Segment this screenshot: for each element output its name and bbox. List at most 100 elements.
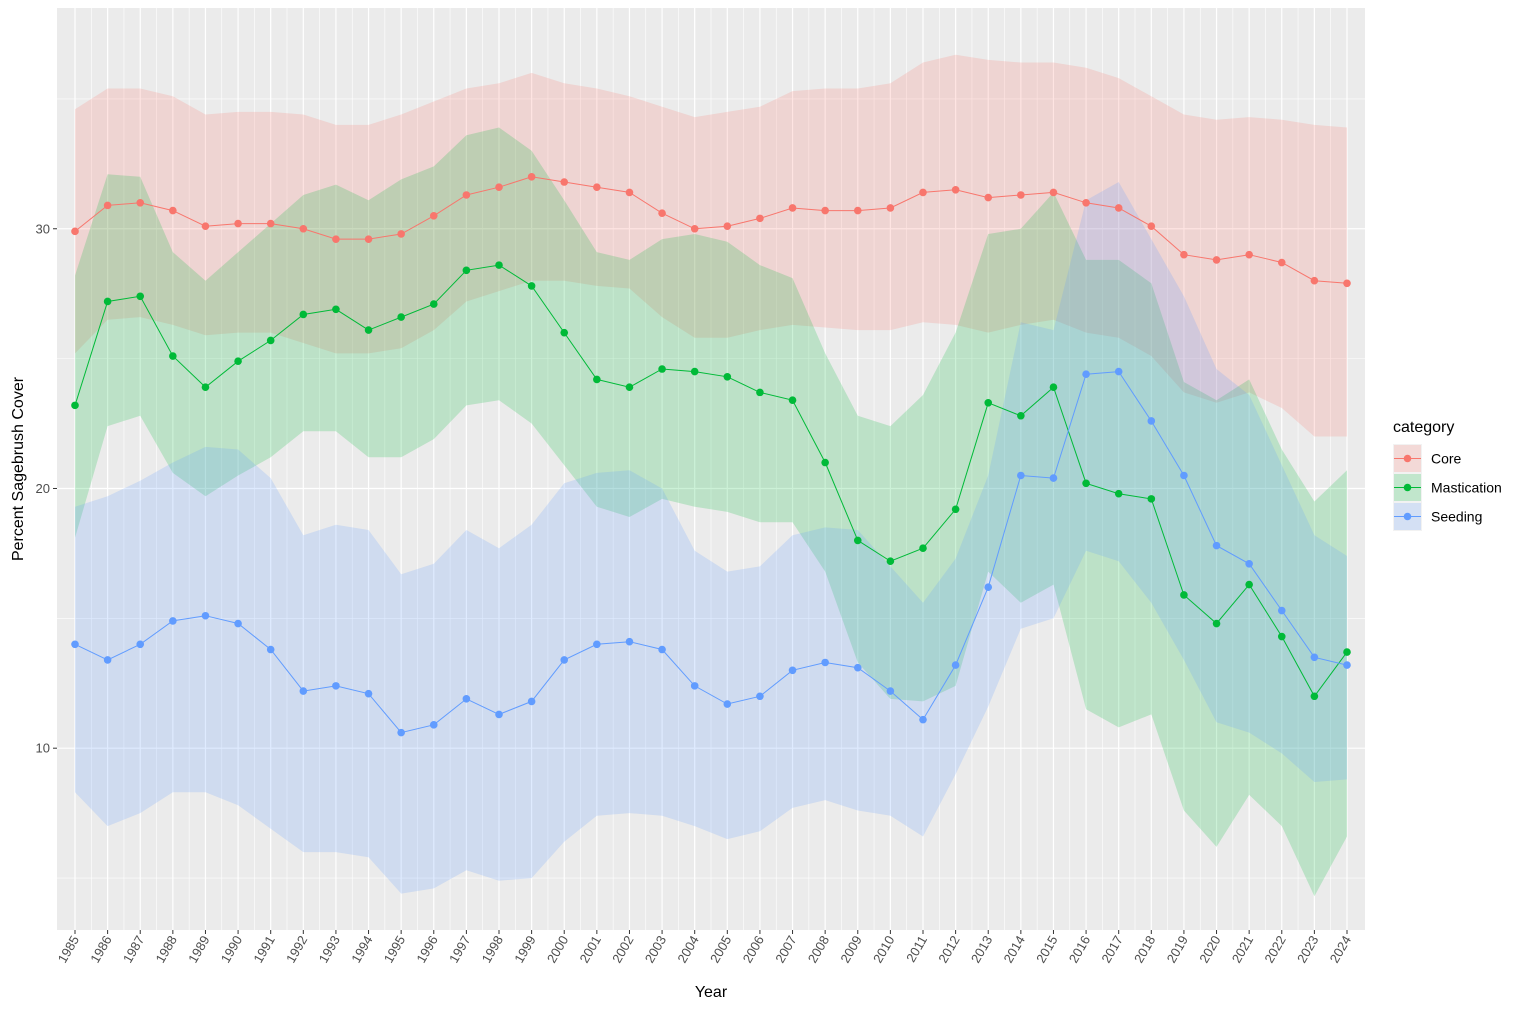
point-core	[1017, 191, 1025, 199]
point-mastication	[756, 388, 764, 397]
point-core	[495, 183, 503, 192]
point-core	[1343, 279, 1351, 288]
point-seeding	[625, 637, 634, 646]
point-seeding	[1180, 471, 1188, 480]
point-core	[951, 186, 960, 194]
point-seeding	[593, 640, 601, 649]
point-mastication	[332, 305, 340, 314]
point-core	[1310, 276, 1319, 285]
point-core	[1212, 256, 1221, 264]
legend-point-seeding	[1403, 512, 1412, 521]
point-core	[299, 224, 308, 233]
point-core	[169, 206, 177, 215]
point-core	[658, 209, 666, 217]
point-core	[919, 188, 927, 197]
point-seeding	[429, 721, 438, 729]
point-core	[266, 219, 275, 228]
point-mastication	[919, 544, 927, 553]
point-seeding	[756, 692, 764, 701]
point-core	[429, 211, 438, 220]
point-core	[397, 230, 405, 238]
point-core	[364, 235, 373, 243]
point-mastication	[690, 367, 699, 376]
point-mastication	[266, 336, 275, 345]
point-mastication	[951, 505, 960, 514]
point-core	[1147, 222, 1156, 230]
point-core	[1277, 258, 1286, 267]
point-mastication	[1180, 591, 1188, 599]
point-core	[1245, 250, 1253, 259]
point-seeding	[1277, 606, 1286, 615]
point-mastication	[593, 375, 601, 384]
point-core	[332, 235, 340, 243]
point-seeding	[1147, 417, 1156, 425]
point-mastication	[495, 261, 503, 269]
ribbon-mastication	[75, 127, 1347, 897]
point-mastication	[1017, 411, 1025, 420]
point-core	[821, 206, 829, 215]
point-core	[71, 227, 79, 236]
ribbon-core	[75, 54, 1347, 437]
grid-minor	[57, 8, 1365, 930]
point-seeding	[919, 715, 927, 724]
legend-title: category	[1393, 419, 1454, 436]
point-mastication	[625, 383, 634, 391]
point-mastication	[723, 373, 732, 381]
legend-point-mastication	[1403, 483, 1412, 492]
point-core	[234, 219, 242, 228]
legend-point-core	[1403, 454, 1412, 463]
point-mastication	[364, 326, 373, 334]
point-seeding	[462, 695, 471, 703]
legend-label-core: Core	[1431, 451, 1462, 467]
point-seeding	[169, 617, 177, 625]
point-core	[527, 173, 536, 181]
point-seeding	[1082, 370, 1090, 379]
y-tick-label: 10	[36, 741, 50, 756]
point-core	[1049, 188, 1058, 197]
point-core	[756, 214, 764, 223]
point-mastication	[1245, 580, 1253, 589]
series-lines	[74, 176, 1348, 734]
grid-major	[57, 8, 1365, 930]
point-seeding	[1049, 474, 1058, 482]
point-seeding	[886, 687, 895, 695]
point-seeding	[71, 640, 79, 649]
point-mastication	[821, 458, 829, 467]
point-seeding	[1245, 559, 1253, 568]
point-mastication	[1310, 692, 1319, 701]
point-core	[103, 201, 112, 210]
point-mastication	[103, 297, 112, 306]
point-seeding	[136, 640, 145, 649]
line-core	[74, 176, 1348, 284]
point-seeding	[103, 656, 112, 664]
point-mastication	[527, 282, 536, 290]
ribbon-seeding	[75, 182, 1347, 894]
y-axis: 10 20 30	[36, 221, 57, 756]
line-mastication	[74, 264, 1348, 698]
point-core	[886, 204, 895, 212]
point-mastication	[788, 396, 797, 404]
y-tick-label: 30	[36, 221, 50, 236]
point-seeding	[299, 687, 308, 695]
point-core	[593, 183, 601, 192]
point-mastication	[1114, 489, 1123, 498]
point-mastication	[429, 300, 438, 308]
point-seeding	[495, 710, 503, 719]
point-mastication	[169, 352, 177, 360]
point-mastication	[71, 401, 79, 410]
point-mastication	[201, 383, 210, 391]
point-mastication	[1343, 648, 1351, 656]
legend-label-mastication: Mastication	[1431, 480, 1502, 496]
point-mastication	[136, 292, 145, 301]
point-core	[788, 204, 797, 212]
point-mastication	[397, 313, 405, 321]
point-mastication	[886, 557, 895, 565]
point-core	[560, 178, 569, 186]
point-seeding	[853, 663, 862, 672]
confidence-ribbons	[75, 54, 1347, 897]
point-core	[201, 222, 210, 230]
point-core	[136, 198, 145, 207]
point-mastication	[984, 398, 993, 407]
point-core	[1114, 204, 1123, 212]
point-seeding	[201, 611, 210, 620]
